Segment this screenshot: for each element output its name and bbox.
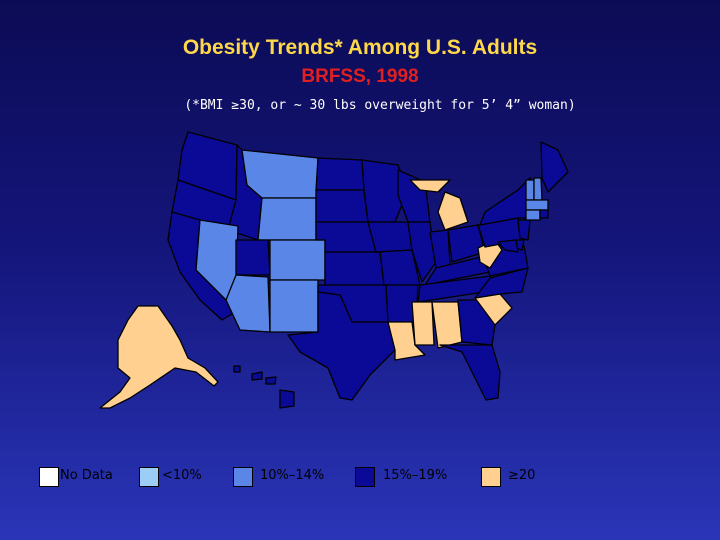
state-la [387, 321, 426, 361]
state-ne [315, 221, 377, 253]
state-ms [411, 301, 435, 346]
state-vt [525, 179, 535, 201]
state-mi-up [409, 179, 451, 193]
state-ia [367, 221, 413, 253]
legend-label-10-14: 10%–14% [260, 468, 325, 483]
legend-swatch-10-14 [233, 467, 253, 487]
state-fl [439, 344, 501, 401]
state-mt [241, 149, 319, 199]
legend-label-lt10: <10% [162, 468, 202, 483]
state-ma [525, 199, 549, 211]
state-ut [235, 239, 271, 276]
state-ct [525, 209, 541, 221]
state-al [431, 301, 463, 349]
state-tx [287, 291, 396, 401]
legend-label-15-19: 15%–19% [383, 468, 448, 483]
state-co [269, 239, 326, 281]
state-md [497, 239, 519, 253]
legend-swatch-no-data [39, 467, 59, 487]
state-ri [539, 209, 549, 219]
legend-swatch-ge20 [481, 467, 501, 487]
state-sd [315, 189, 369, 223]
legend-label-ge20: ≥20 [508, 468, 536, 483]
state-az [225, 274, 271, 333]
state-wi [397, 169, 431, 223]
state-hi-2 [251, 371, 263, 381]
legend-swatch-lt10 [139, 467, 159, 487]
state-nj [517, 219, 531, 241]
state-me [540, 141, 569, 193]
map-title: Obesity Trends* Among U.S. Adults [182, 36, 538, 59]
state-wy [257, 197, 317, 241]
state-il [407, 221, 437, 283]
state-ak [99, 305, 219, 409]
state-hi-3 [265, 376, 277, 385]
state-ks [324, 251, 385, 286]
legend-label-no-data: No Data [60, 468, 113, 483]
state-hi-1 [233, 365, 241, 373]
map-subtitle: BRFSS, 1998 [301, 66, 419, 87]
state-nh [533, 177, 543, 201]
bmi-footnote: (*BMI ≥30, or ~ 30 lbs overweight for 5’… [184, 98, 576, 113]
state-mi [437, 191, 469, 231]
legend-swatch-15-19 [355, 467, 375, 487]
state-hi-4 [279, 389, 295, 409]
state-nm [269, 279, 319, 333]
state-nd [315, 157, 365, 191]
